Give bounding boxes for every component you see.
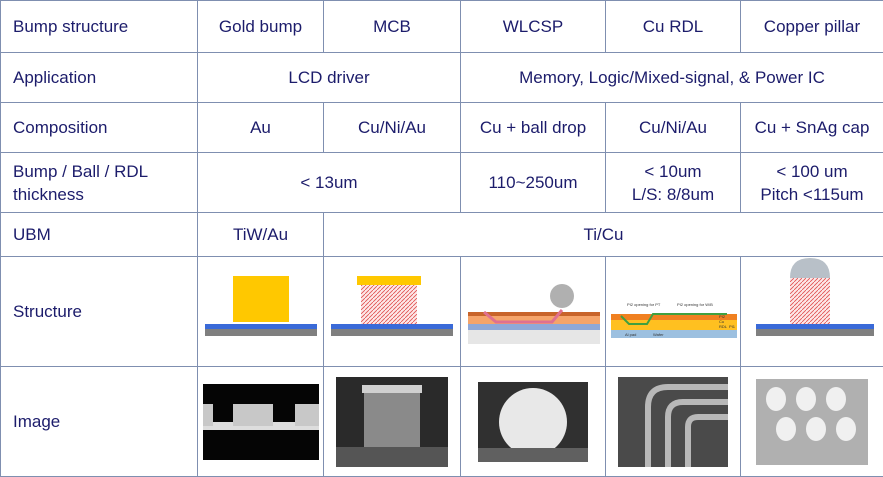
row-header: Bump structure (1, 1, 198, 53)
cell: Memory, Logic/Mixed-signal, & Power IC (461, 53, 883, 103)
diagram-label: RDL (719, 324, 728, 329)
wlcsp-photo (478, 382, 588, 462)
cell (461, 367, 606, 477)
cell: LCD driver (198, 53, 461, 103)
cell: Cu/Ni/Au (606, 103, 741, 153)
cell (461, 257, 606, 367)
cell: WLCSP (461, 1, 606, 53)
cell: Cu + SnAg cap (741, 103, 883, 153)
line: Bump / Ball / RDL (13, 160, 197, 183)
cell: Cu/Ni/Au (324, 103, 461, 153)
copper-pillar-diagram (742, 258, 883, 366)
line: thickness (13, 183, 197, 206)
cell: MCB (324, 1, 461, 53)
row-header: UBM (1, 213, 198, 257)
line: L/S: 8/8um (606, 183, 740, 206)
cell: Ti/Cu (324, 213, 883, 257)
line: < 100 um (741, 160, 883, 183)
cell: Copper pillar (741, 1, 883, 53)
diagram-label: PI1 (729, 324, 736, 329)
row-header: Structure (1, 257, 198, 367)
cell (198, 367, 324, 477)
gold-bump-diagram (199, 258, 323, 366)
cell: Cu + ball drop (461, 103, 606, 153)
cell: 110~250um (461, 153, 606, 213)
row-header: Application (1, 53, 198, 103)
diagram-label: PI2 opening for PT (627, 302, 661, 307)
cell: < 13um (198, 153, 461, 213)
cell: Au (198, 103, 324, 153)
row-header: Image (1, 367, 198, 477)
mcb-diagram (325, 258, 460, 366)
cell: PI2 opening for PT PI2 opening for W/B P… (606, 257, 741, 367)
line: < 10um (606, 160, 740, 183)
cell (198, 257, 324, 367)
cell (741, 257, 883, 367)
copper-pillar-photo (756, 379, 868, 465)
cell (324, 257, 461, 367)
diagram-label: Al pad (625, 332, 636, 337)
cell (606, 367, 741, 477)
cu-rdl-diagram: PI2 opening for PT PI2 opening for W/B P… (607, 258, 740, 366)
cell: Cu RDL (606, 1, 741, 53)
cell: TiW/Au (198, 213, 324, 257)
cell (741, 367, 883, 477)
wlcsp-diagram (462, 258, 605, 366)
row-header: Composition (1, 103, 198, 153)
mcb-photo (336, 377, 448, 467)
cell: Gold bump (198, 1, 324, 53)
cu-rdl-photo (618, 377, 728, 467)
gold-bump-photo (203, 384, 319, 460)
cell (324, 367, 461, 477)
line: Pitch <115um (741, 183, 883, 206)
diagram-label: PI2 opening for W/B (677, 302, 713, 307)
diagram-label: Wafer (653, 332, 664, 337)
